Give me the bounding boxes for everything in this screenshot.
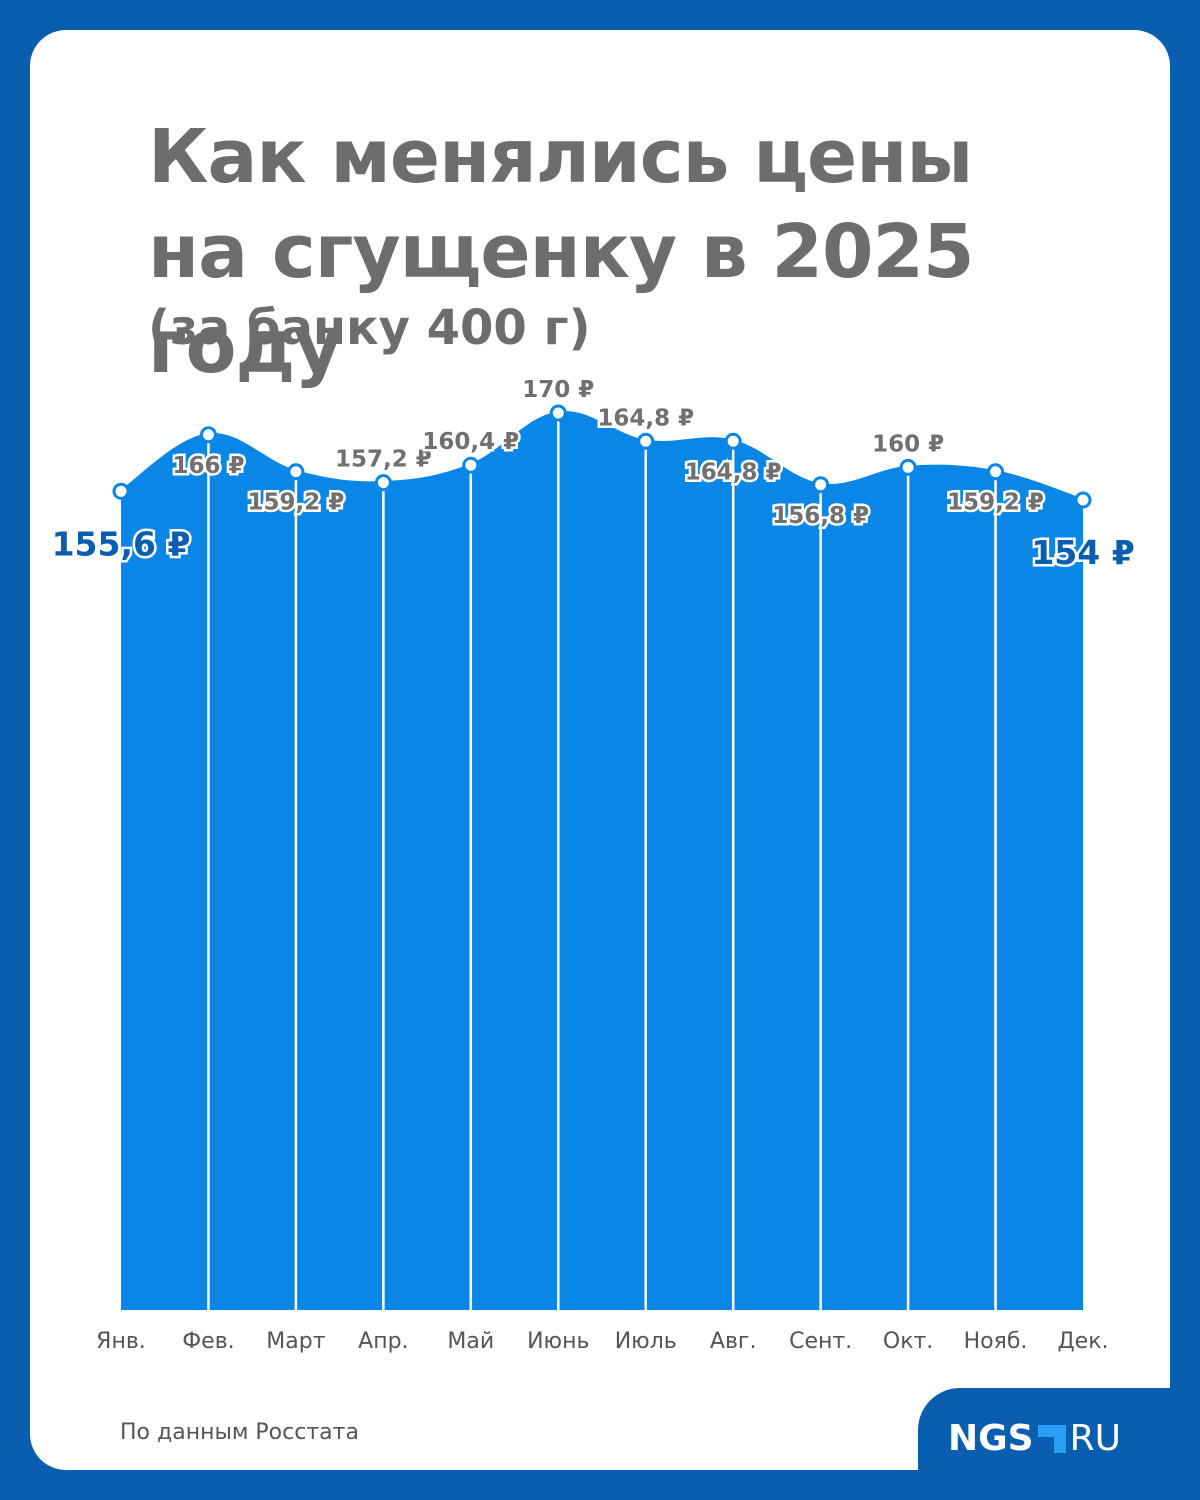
logo-text: NGS <box>948 1418 1034 1459</box>
month-label: Фев. <box>182 1329 234 1354</box>
value-label: 156,8 ₽ <box>772 503 869 529</box>
chart-subtitle: (за банку 400 г) <box>148 300 591 356</box>
month-label: Апр. <box>358 1329 408 1354</box>
value-label: 154 ₽ <box>1031 533 1134 572</box>
chart-title: Как менялись цены на сгущенку в 2025 год… <box>148 110 1170 395</box>
value-label: 159,2 ₽ <box>947 490 1044 516</box>
month-label: Июль <box>615 1329 677 1354</box>
month-label: Март <box>266 1329 325 1354</box>
value-label: 159,2 ₽ <box>248 490 345 516</box>
value-label: 164,8 ₽ <box>685 459 782 485</box>
month-label: Янв. <box>96 1329 146 1354</box>
area-fill <box>121 412 1083 1311</box>
data-point <box>812 476 830 494</box>
data-point <box>899 458 917 476</box>
value-label: 160 ₽ <box>872 431 944 457</box>
month-label: Сент. <box>789 1329 852 1354</box>
month-label: Окт. <box>883 1329 933 1354</box>
logo-suffix: RU <box>1069 1418 1121 1459</box>
data-point <box>1074 491 1092 509</box>
source-note: По данным Росстата <box>120 1420 359 1445</box>
data-point <box>287 463 305 481</box>
title-line-2: на сгущенку в 2025 году <box>148 209 974 390</box>
data-point <box>724 432 742 450</box>
month-label: Май <box>447 1329 494 1354</box>
data-point <box>374 474 392 492</box>
data-point <box>549 404 567 422</box>
value-label: 160,4 ₽ <box>422 429 519 455</box>
month-label: Дек. <box>1057 1329 1108 1354</box>
value-label: 157,2 ₽ <box>335 447 432 473</box>
month-label: Нояб. <box>964 1329 1028 1354</box>
month-label: Авг. <box>710 1329 757 1354</box>
value-label: 166 ₽ <box>172 453 244 479</box>
value-label: 164,8 ₽ <box>597 405 694 431</box>
data-point <box>199 426 217 444</box>
data-point <box>987 463 1005 481</box>
logo-mark-icon <box>1037 1424 1066 1453</box>
data-point <box>462 456 480 474</box>
value-label: 170 ₽ <box>522 377 594 403</box>
value-label: 155,6 ₽ <box>52 524 191 563</box>
month-label: Июнь <box>527 1329 589 1354</box>
ngs-logo[interactable]: NGS RU <box>948 1418 1121 1459</box>
data-point <box>637 432 655 450</box>
data-point <box>112 482 130 500</box>
title-line-1: Как менялись цены <box>148 114 973 200</box>
